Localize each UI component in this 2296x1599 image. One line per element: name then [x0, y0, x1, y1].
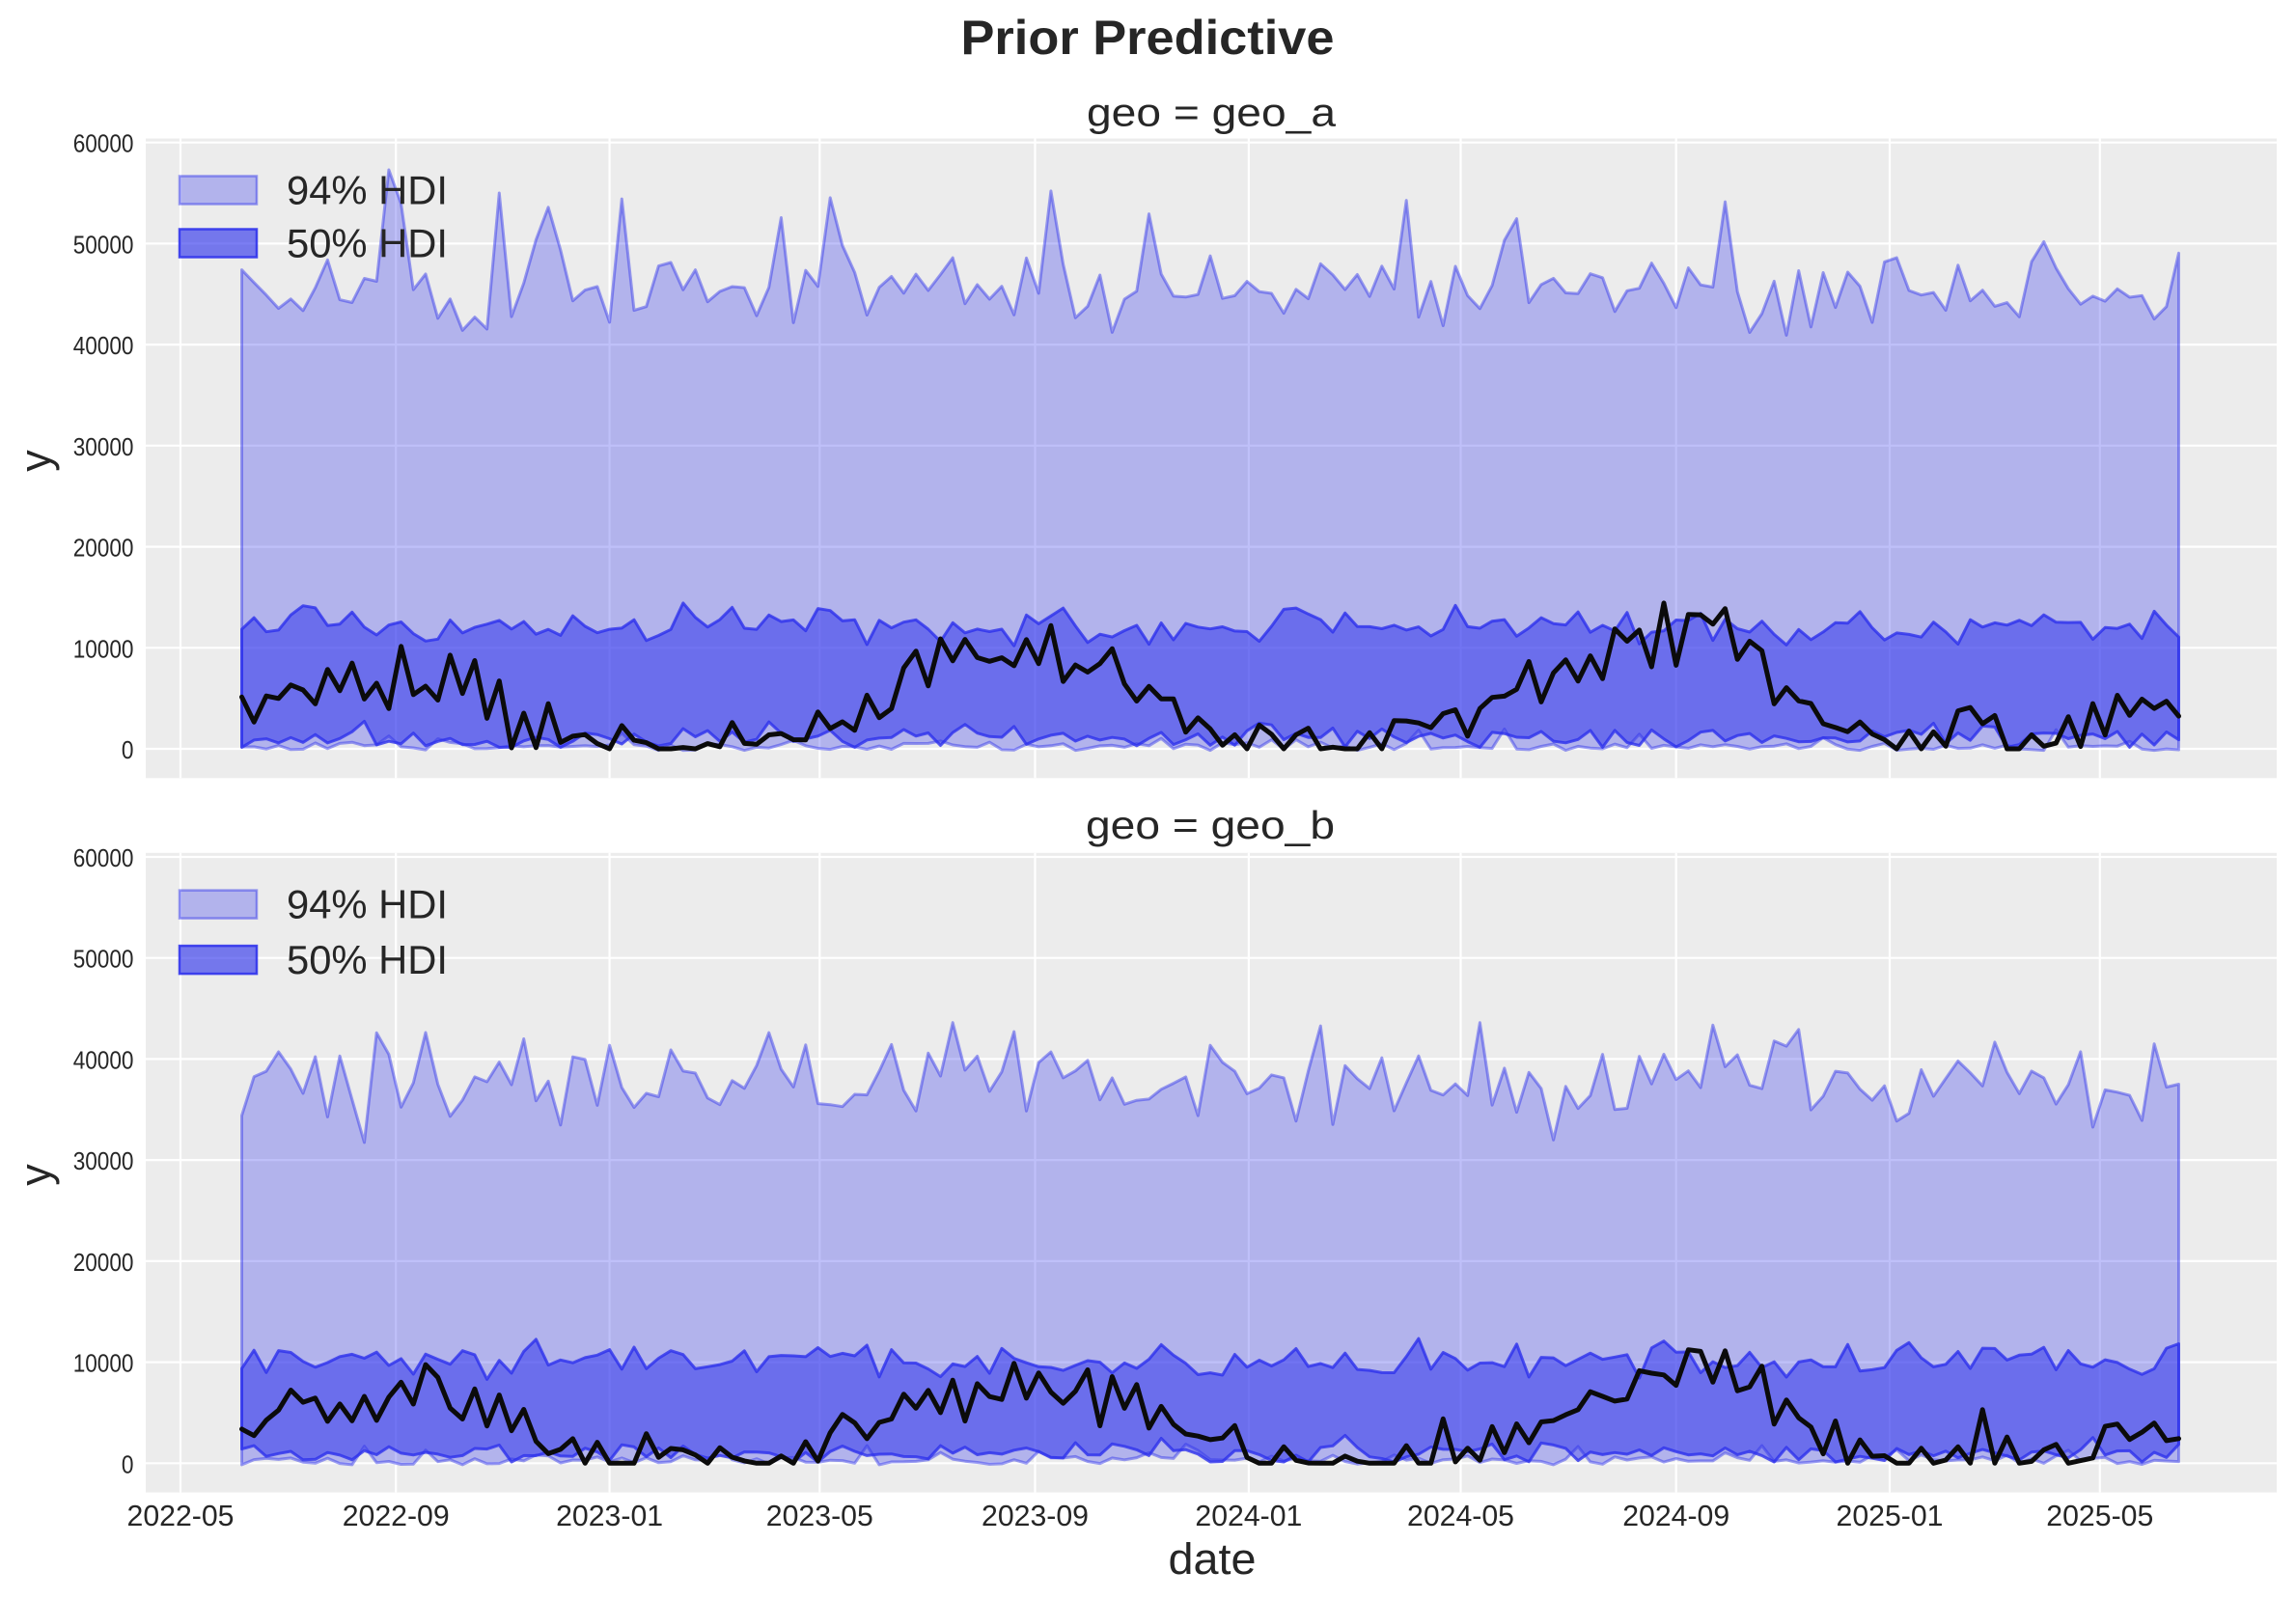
svg-text:94% HDI: 94% HDI: [287, 882, 448, 927]
svg-text:geo = geo_b: geo = geo_b: [1086, 803, 1335, 847]
svg-text:y: y: [11, 1164, 60, 1186]
svg-text:2025-01: 2025-01: [1837, 1499, 1944, 1532]
svg-text:50% HDI: 50% HDI: [287, 221, 448, 266]
svg-text:50% HDI: 50% HDI: [287, 937, 448, 982]
svg-text:Prior Predictive: Prior Predictive: [961, 11, 1335, 65]
svg-text:2022-05: 2022-05: [127, 1499, 235, 1532]
svg-text:30000: 30000: [73, 1146, 134, 1175]
svg-text:2023-05: 2023-05: [766, 1499, 873, 1532]
svg-text:0: 0: [122, 735, 134, 764]
svg-text:50000: 50000: [73, 945, 134, 974]
svg-text:y: y: [11, 450, 60, 472]
svg-text:2022-09: 2022-09: [343, 1499, 450, 1532]
svg-text:50000: 50000: [73, 230, 134, 259]
svg-text:2025-05: 2025-05: [2046, 1499, 2153, 1532]
svg-text:10000: 10000: [73, 1349, 134, 1378]
svg-text:10000: 10000: [73, 634, 134, 663]
svg-text:2024-05: 2024-05: [1407, 1499, 1514, 1532]
svg-text:2023-09: 2023-09: [982, 1499, 1089, 1532]
svg-text:0: 0: [122, 1449, 134, 1478]
svg-text:60000: 60000: [73, 843, 134, 872]
svg-text:40000: 40000: [73, 1045, 134, 1074]
svg-text:40000: 40000: [73, 331, 134, 360]
svg-text:2024-09: 2024-09: [1622, 1499, 1729, 1532]
svg-text:20000: 20000: [73, 534, 134, 563]
svg-text:2023-01: 2023-01: [556, 1499, 663, 1532]
svg-text:94% HDI: 94% HDI: [287, 168, 448, 213]
svg-text:date: date: [1169, 1534, 1257, 1584]
svg-text:60000: 60000: [73, 129, 134, 158]
svg-text:20000: 20000: [73, 1248, 134, 1277]
svg-text:2024-01: 2024-01: [1195, 1499, 1302, 1532]
svg-text:geo = geo_a: geo = geo_a: [1087, 91, 1336, 135]
svg-text:30000: 30000: [73, 432, 134, 461]
